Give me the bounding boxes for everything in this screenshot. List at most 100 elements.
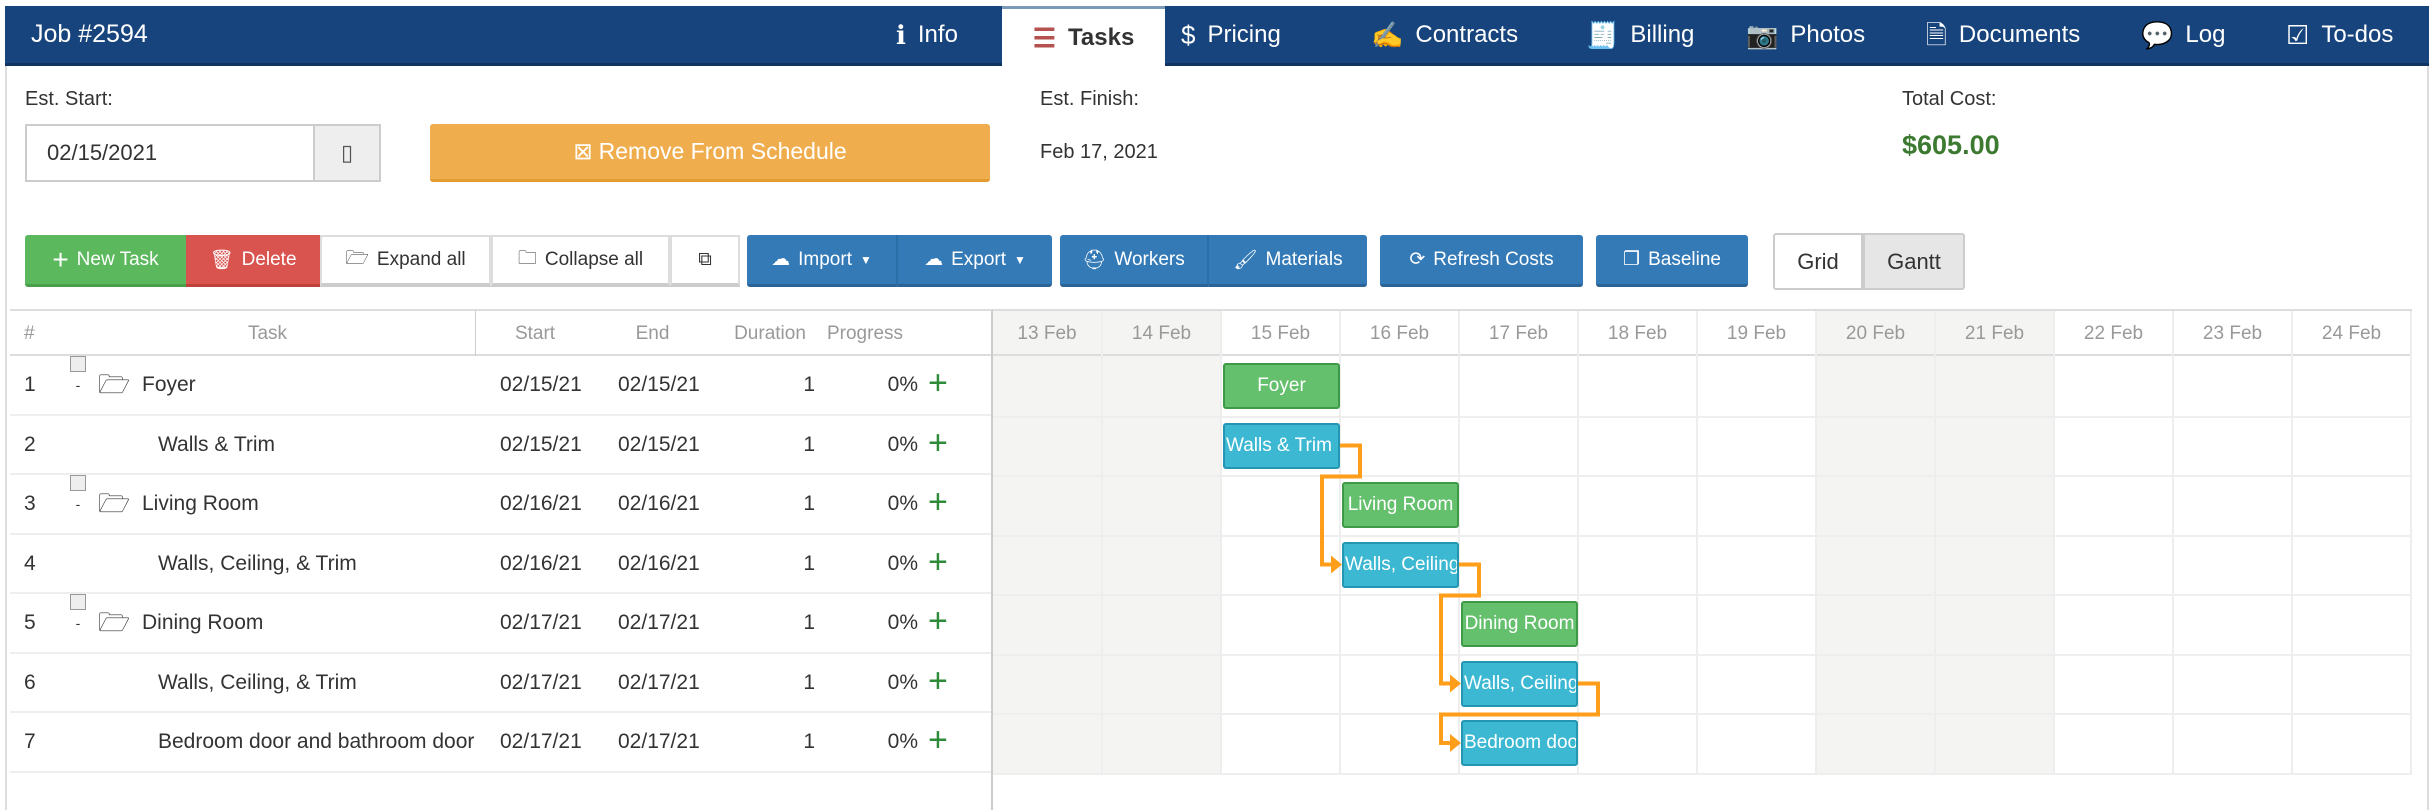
progress[interactable]: 0% [887,373,918,396]
progress[interactable]: 0% [887,670,918,694]
task-name[interactable]: Walls & Trim [158,432,276,456]
progress[interactable]: 0% [887,611,918,634]
table-row[interactable]: 5- 🗁 Dining Room 02/17/21 02/17/21 1 0% + [10,594,991,654]
add-subtask-icon[interactable]: + [928,602,948,640]
duration[interactable]: 1 [803,492,815,515]
table-row[interactable]: 6 Walls, Ceiling, & Trim 02/17/21 02/17/2… [10,654,991,713]
day-header: 13 Feb [993,311,1101,356]
task-name[interactable]: Foyer [142,373,196,396]
col-header-progress[interactable]: Progress [826,323,904,344]
dependency-link[interactable] [1439,681,1600,745]
remove-from-schedule-label: Remove From Schedule [598,138,847,164]
dependency-link[interactable] [1320,443,1362,567]
end-date[interactable]: 02/17/21 [618,611,700,634]
col-header-task[interactable]: Task [60,311,476,356]
est-start-label: Est. Start: [25,88,113,110]
materials-button[interactable]: 🖌 Materials [1209,235,1367,287]
remove-from-schedule-button[interactable]: ⊠ Remove From Schedule [430,124,990,182]
table-row[interactable]: 7 Bedroom door and bathroom door 02/17/21… [10,713,991,773]
day-column: 15 Feb [1222,311,1341,773]
start-date[interactable]: 02/17/21 [500,670,582,694]
calendar-x-icon: ⊠ [573,138,593,164]
task-name[interactable]: Bedroom door and bathroom door [158,730,475,753]
tab-info[interactable]: ℹ Info [880,6,974,63]
add-subtask-icon[interactable]: + [928,364,948,402]
duration[interactable]: 1 [803,611,815,634]
col-header-duration[interactable]: Duration [734,323,806,344]
col-header-start[interactable]: Start [514,323,556,344]
col-header-end[interactable]: End [635,323,670,344]
start-date[interactable]: 02/17/21 [500,730,582,753]
end-date[interactable]: 02/17/21 [618,670,700,694]
add-subtask-icon[interactable]: + [928,721,948,759]
duration[interactable]: 1 [803,373,815,396]
col-header-num[interactable]: # [24,323,35,344]
duration[interactable]: 1 [803,432,815,456]
progress[interactable]: 0% [887,551,918,575]
tab-pricing[interactable]: $ Pricing [1165,6,1297,63]
gantt-bar-task[interactable]: Bedroom door and bathroom door [1461,720,1578,766]
tab-to-dos[interactable]: ☑ To-dos [2270,6,2409,63]
collapse-all-button[interactable]: 🗀 Collapse all [491,235,670,287]
copy-button[interactable]: ⧉ [670,235,740,287]
dependency-link[interactable] [1439,562,1481,686]
table-row[interactable]: 3- 🗁 Living Room 02/16/21 02/16/21 1 0% + [10,475,991,535]
tab-log[interactable]: 💬 Log [2125,6,2241,63]
add-subtask-icon[interactable]: + [928,483,948,521]
duration[interactable]: 1 [803,670,815,694]
table-row[interactable]: 1- 🗁 Foyer 02/15/21 02/15/21 1 0% + [10,356,991,416]
new-task-button[interactable]: + New Task [25,235,186,287]
refresh-costs-button[interactable]: ⟳ Refresh Costs [1380,235,1583,287]
progress[interactable]: 0% [887,492,918,515]
baseline-button[interactable]: ❐ Baseline [1596,235,1748,287]
progress[interactable]: 0% [887,730,918,753]
gantt-bar-task[interactable]: Walls, Ceiling, & Trim [1342,541,1459,588]
gantt-bar-task[interactable]: Walls, Ceiling, & Trim [1461,660,1578,707]
delete-button[interactable]: 🗑 Delete [186,235,320,287]
export-label: Export [951,248,1007,270]
end-date[interactable]: 02/17/21 [618,730,700,753]
task-name[interactable]: Living Room [142,492,259,515]
tab-tasks[interactable]: ☰ Tasks [1002,6,1165,66]
refresh-icon: ⟳ [1409,249,1426,270]
duration[interactable]: 1 [803,551,815,575]
tab-documents[interactable]: 🗎 Documents [1910,6,2096,63]
add-subtask-icon[interactable]: + [928,542,948,581]
start-date[interactable]: 02/16/21 [500,551,582,575]
export-button[interactable]: ☁ Export ▼ [898,235,1052,287]
end-date[interactable]: 02/15/21 [618,373,700,396]
start-date[interactable]: 02/17/21 [500,611,582,634]
workers-button[interactable]: ⛑ Workers [1060,235,1209,287]
calendar-icon[interactable]: ▯ [313,126,379,180]
table-row[interactable]: 2 Walls & Trim 02/15/21 02/15/21 1 0% + [10,416,991,475]
tab-contracts[interactable]: ✍ Contracts [1355,6,1534,63]
duration[interactable]: 1 [803,730,815,753]
gantt-bar-project[interactable]: Dining Room [1461,601,1578,647]
end-date[interactable]: 02/15/21 [618,432,700,456]
progress[interactable]: 0% [887,432,918,456]
view-gantt-toggle[interactable]: Gantt [1863,233,1965,290]
task-name[interactable]: Walls, Ceiling, & Trim [158,551,357,575]
add-subtask-icon[interactable]: + [928,661,948,700]
est-start-input[interactable]: 02/15/2021 ▯ [25,124,381,182]
gantt-bar-project[interactable]: Foyer [1223,363,1340,409]
start-date[interactable]: 02/15/21 [500,373,582,396]
folder-open-icon: 🗁 [98,488,131,518]
task-name[interactable]: Walls, Ceiling, & Trim [158,670,357,694]
est-start-value[interactable]: 02/15/2021 [47,140,158,165]
end-date[interactable]: 02/16/21 [618,492,700,515]
start-date[interactable]: 02/15/21 [500,432,582,456]
tab-billing[interactable]: 🧾 Billing [1570,6,1710,63]
expand-all-button[interactable]: 🗁 Expand all [320,235,491,287]
gantt-bar-project[interactable]: Living Room [1342,482,1459,528]
end-date[interactable]: 02/16/21 [618,551,700,575]
import-button[interactable]: ☁ Import ▼ [747,235,898,287]
folder-open-icon: 🗁 [345,248,369,269]
add-subtask-icon[interactable]: + [928,423,948,462]
start-date[interactable]: 02/16/21 [500,492,582,515]
gantt-bar-task[interactable]: Walls & Trim [1223,422,1340,469]
view-grid-toggle[interactable]: Grid [1773,233,1863,290]
task-name[interactable]: Dining Room [142,611,264,634]
table-row[interactable]: 4 Walls, Ceiling, & Trim 02/16/21 02/16/2… [10,535,991,594]
tab-photos[interactable]: 📷 Photos [1730,6,1881,63]
